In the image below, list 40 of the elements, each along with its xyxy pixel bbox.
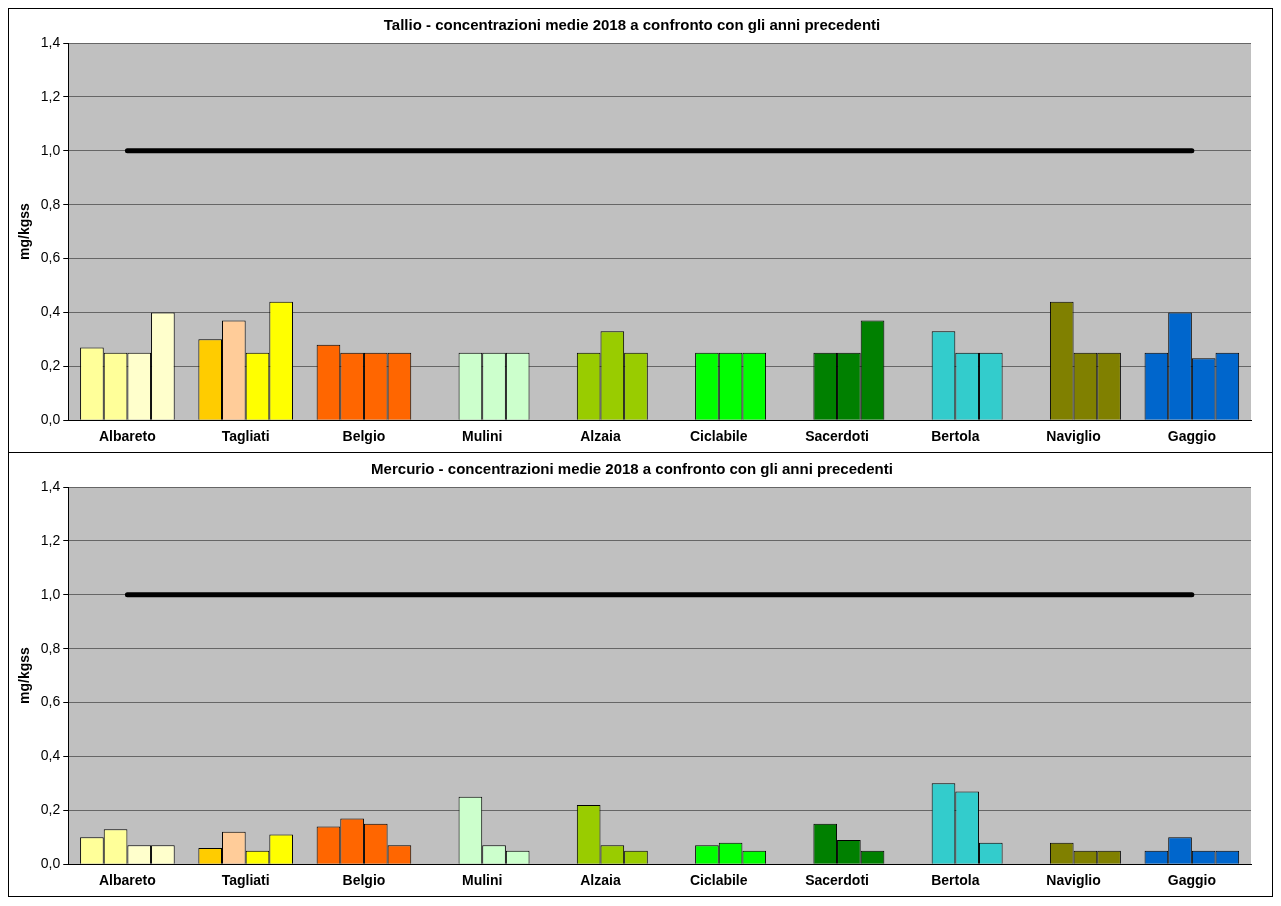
y-tick-label: 1,0 (40, 141, 61, 158)
x-tick-label: Ciclabile (689, 428, 748, 445)
y-tick-label: 0,4 (40, 303, 61, 320)
x-tick-label: Alzaia (580, 428, 621, 445)
x-tick-label: Belgio (342, 428, 386, 445)
y-tick-label: 1,4 (40, 33, 61, 50)
x-tick-label: Gaggio (1167, 428, 1216, 445)
y-tick-label: 0,8 (40, 639, 61, 656)
y-tick-label: 0,6 (40, 249, 61, 266)
y-axis-title: mg/kgss (16, 646, 33, 705)
y-tick-label: 0,2 (40, 357, 61, 374)
y-tick-label: 1,2 (40, 87, 61, 104)
y-tick-label: 0,2 (40, 801, 61, 818)
y-tick-label: 1,4 (40, 477, 61, 494)
x-tick-label: Ciclabile (689, 872, 748, 889)
x-tick-label: Albareto (99, 428, 156, 445)
x-tick-label: Gaggio (1167, 872, 1216, 889)
x-tick-label: Mulini (462, 428, 503, 445)
x-tick-label: Sacerdoti (805, 428, 869, 445)
chart-title: Mercurio - concentrazioni medie 2018 a confronto con gli anni precedenti (371, 460, 893, 478)
x-tick-label: Naviglio (1046, 872, 1101, 889)
x-tick-label: Tagliati (221, 428, 270, 445)
x-tick-label: Mulini (462, 872, 503, 889)
y-tick-label: 0,0 (40, 855, 61, 872)
y-tick-label: 0,6 (40, 693, 61, 710)
x-tick-label: Tagliati (221, 872, 270, 889)
x-tick-label: Bertola (931, 872, 980, 889)
chart-title: Tallio - concentrazioni medie 2018 a confronto con gli anni precedenti (383, 16, 881, 34)
x-tick-label: Naviglio (1046, 428, 1101, 445)
y-tick-label: 1,0 (40, 585, 61, 602)
y-tick-label: 0,0 (40, 411, 61, 428)
y-axis-title: mg/kgss (16, 202, 33, 261)
y-tick-label: 0,4 (40, 747, 61, 764)
x-tick-label: Alzaia (580, 872, 621, 889)
x-tick-label: Albareto (99, 872, 156, 889)
x-tick-label: Sacerdoti (805, 872, 869, 889)
x-tick-label: Bertola (931, 428, 980, 445)
x-tick-label: Belgio (342, 872, 386, 889)
y-tick-label: 0,8 (40, 195, 61, 212)
y-tick-label: 1,2 (40, 531, 61, 548)
